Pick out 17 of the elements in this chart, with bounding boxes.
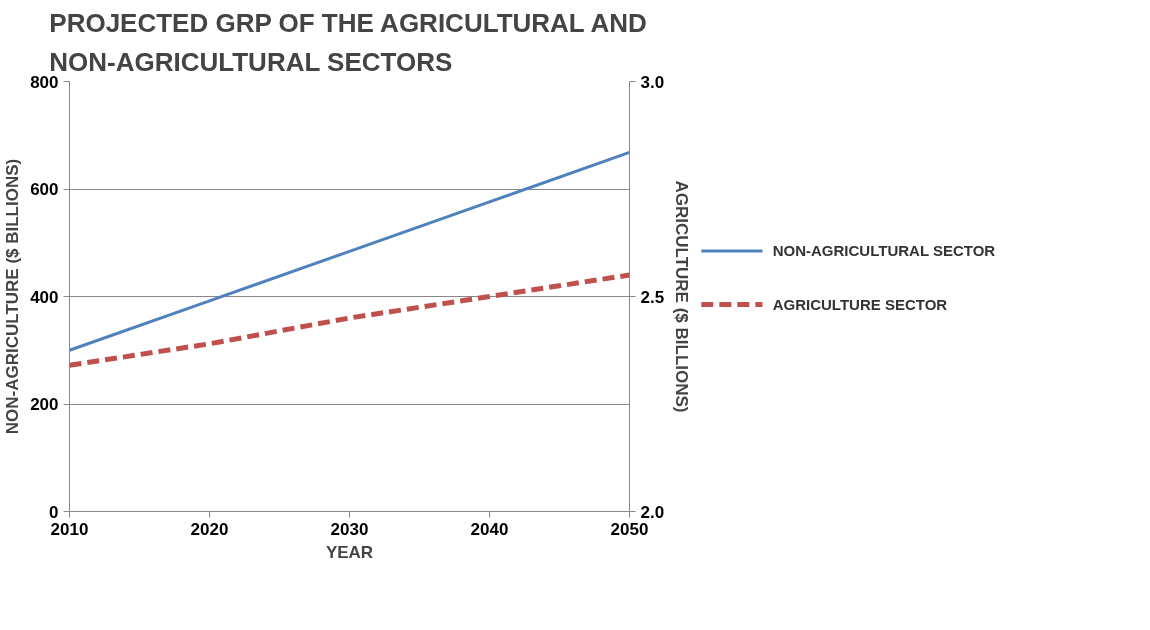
x-tick-label: 2010 (50, 519, 89, 539)
y-tick-label: 400 (30, 287, 59, 307)
legend-label: AGRICULTURE SECTOR (772, 296, 948, 313)
y-tick-label: 200 (30, 395, 59, 414)
line-series (69, 150, 630, 352)
x-tick-label: 2050 (610, 519, 649, 539)
y2-axis-title: AGRICULTURE ($ BILLIONS) (672, 180, 692, 413)
x-tick-label: 2030 (330, 519, 369, 539)
legend-label: NON-AGRICULTURAL SECTOR (772, 242, 996, 260)
y-tick-label: 600 (30, 180, 59, 199)
x-tick-label: 2040 (470, 519, 509, 539)
y-tick-label: 0 (49, 502, 59, 522)
x-axis-title: YEAR (325, 542, 374, 562)
y2-tick-label: 2.0 (640, 502, 665, 522)
x-tick-label: 2020 (190, 519, 229, 539)
y-axis-title: NON-AGRICULTURE ($ BILLIONS) (3, 158, 23, 435)
y2-tick-label: 2.5 (640, 287, 665, 307)
